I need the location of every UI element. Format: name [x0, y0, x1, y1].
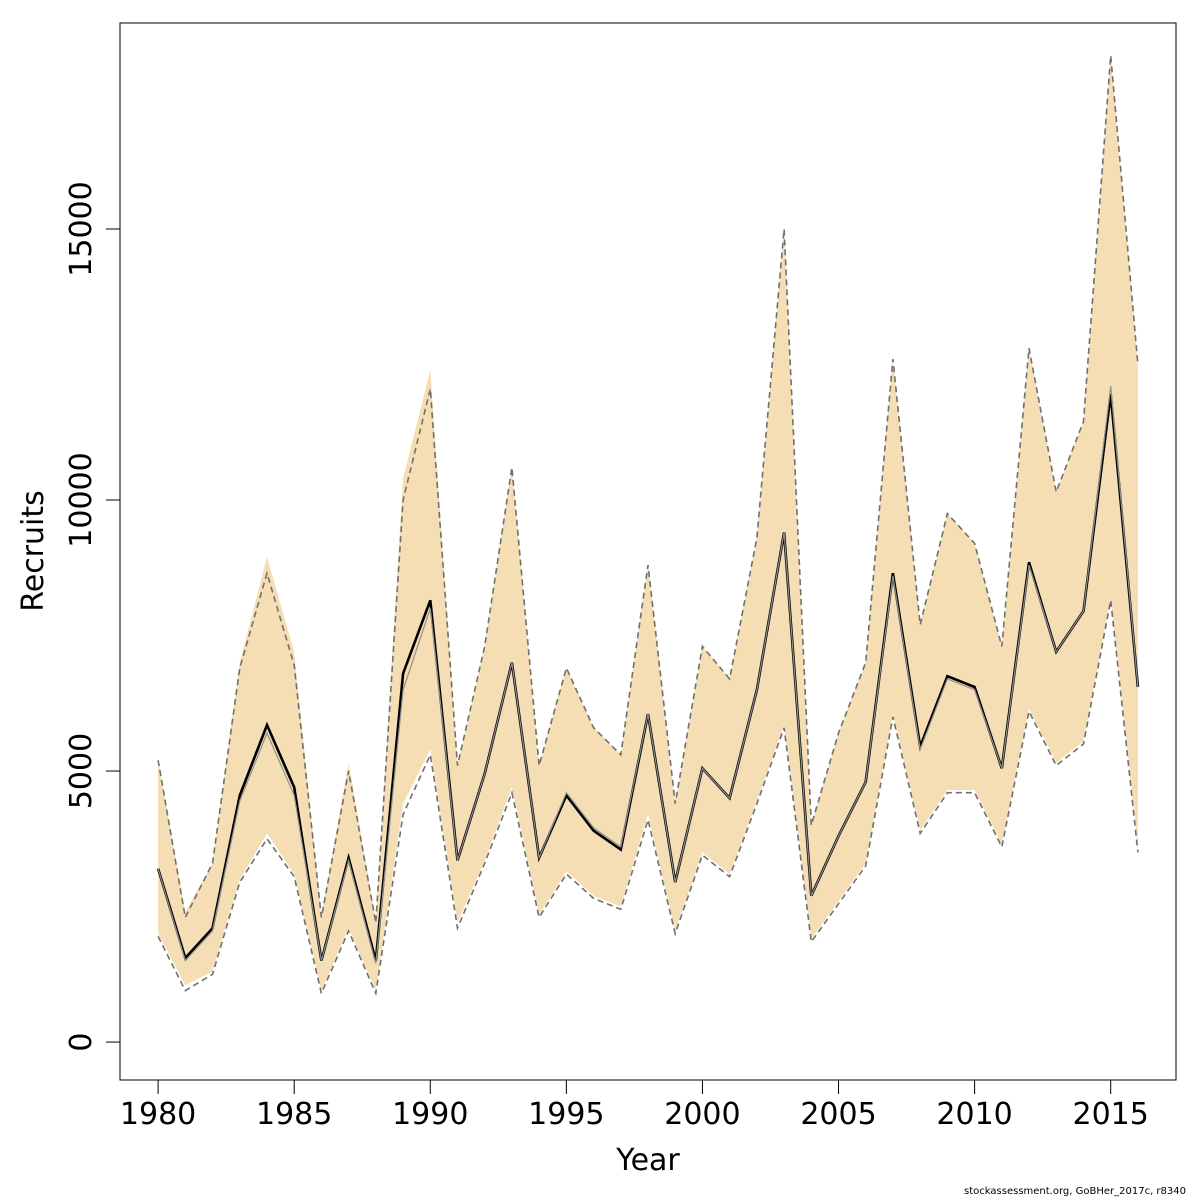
- x-tick-label: 1990: [392, 1097, 468, 1132]
- x-tick-label: 2015: [1073, 1097, 1149, 1132]
- confidence-band: [158, 55, 1138, 991]
- x-tick-label: 2010: [936, 1097, 1012, 1132]
- y-axis-title: Recruits: [16, 490, 51, 612]
- confidence-band-layer: [158, 55, 1138, 991]
- series-lines-layer: [156, 55, 1140, 997]
- y-tick-label: 10000: [64, 452, 99, 547]
- source-footer: stockassessment.org, GoBHer_2017c, r8340: [964, 1186, 1186, 1197]
- x-tick-label: 1980: [120, 1097, 196, 1132]
- axes-layer: 1980 1985 1990 1995 2000 2005 2010 2015 0 5000 100…: [64, 181, 1149, 1132]
- y-tick-label: 15000: [64, 181, 99, 276]
- x-tick-label: 1995: [528, 1097, 604, 1132]
- estimate-alt-line: [157, 386, 1139, 964]
- x-tick-label: 2005: [800, 1097, 876, 1132]
- x-axis-title: Year: [615, 1143, 680, 1178]
- y-tick-label: 5000: [64, 733, 99, 809]
- x-tick-label: 2000: [664, 1097, 740, 1132]
- plot-frame: [119, 22, 1177, 1081]
- upper-bound-line: [157, 55, 1139, 923]
- y-tick-label: 0: [64, 1033, 99, 1052]
- x-tick-label: 1985: [256, 1097, 332, 1132]
